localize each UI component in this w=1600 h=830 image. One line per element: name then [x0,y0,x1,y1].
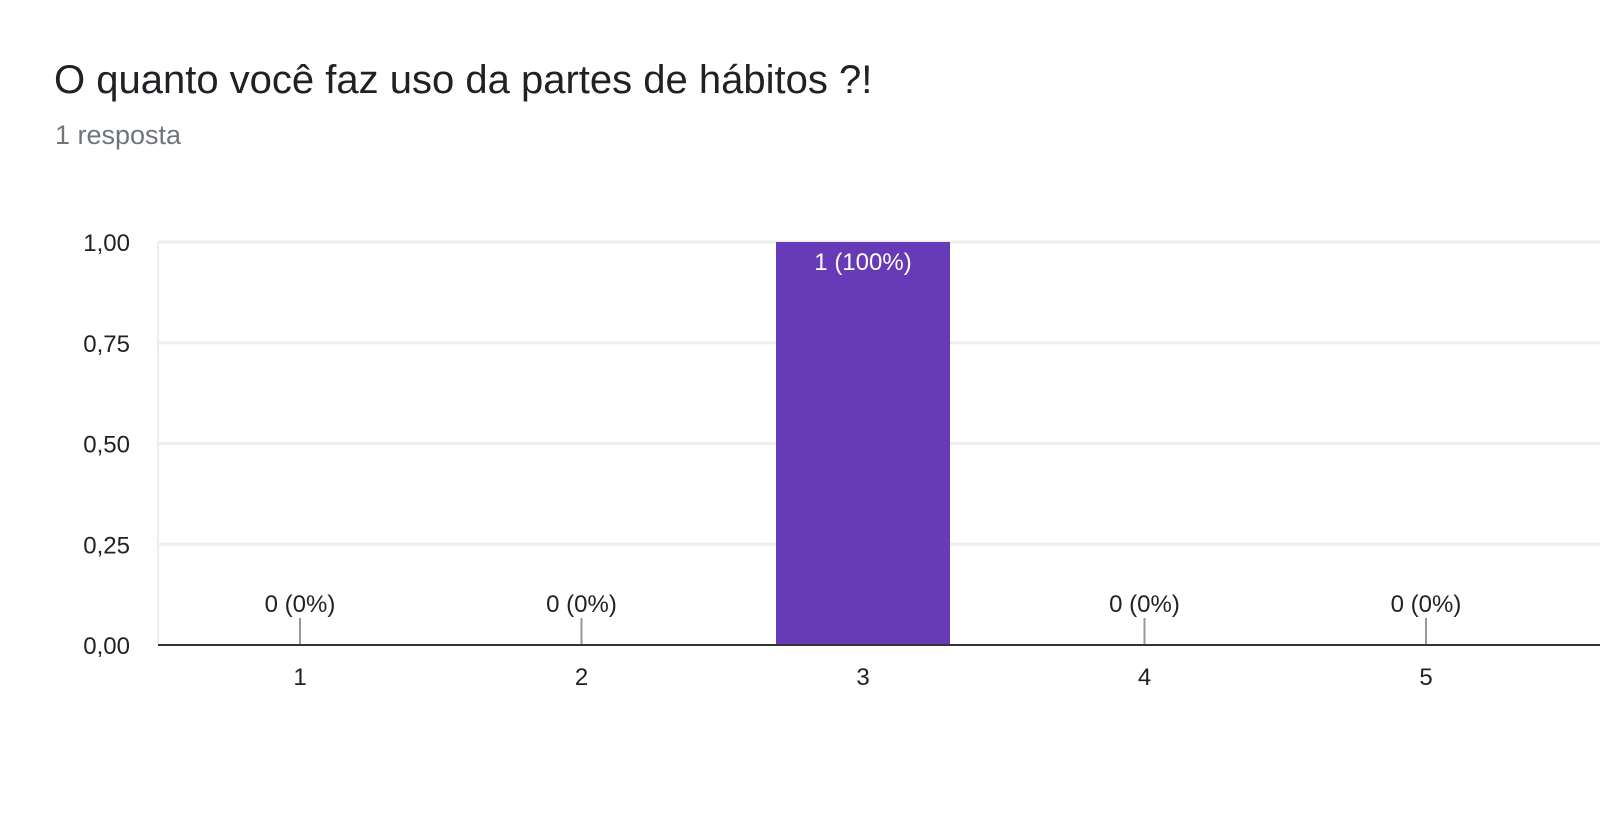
data-label: 0 (0%) [1391,591,1462,618]
x-tick-label: 2 [575,664,588,691]
y-tick-label: 0,50 [83,432,130,459]
chart-title: O quanto você faz uso da partes de hábit… [54,58,873,102]
y-tick-label: 0,25 [83,532,130,559]
data-label: 0 (0%) [1109,591,1180,618]
bar [776,242,950,645]
y-tick-label: 0,75 [83,331,130,358]
x-tick-label: 4 [1138,664,1151,691]
data-label: 0 (0%) [265,591,336,618]
x-tick-label: 1 [293,664,306,691]
response-count: 1 resposta [55,120,182,150]
y-tick-label: 0,00 [83,633,130,660]
x-tick-label: 3 [856,664,869,691]
y-tick-label: 1,00 [83,230,130,257]
data-label: 1 (100%) [814,249,911,276]
data-label: 0 (0%) [546,591,617,618]
x-tick-label: 5 [1419,664,1432,691]
